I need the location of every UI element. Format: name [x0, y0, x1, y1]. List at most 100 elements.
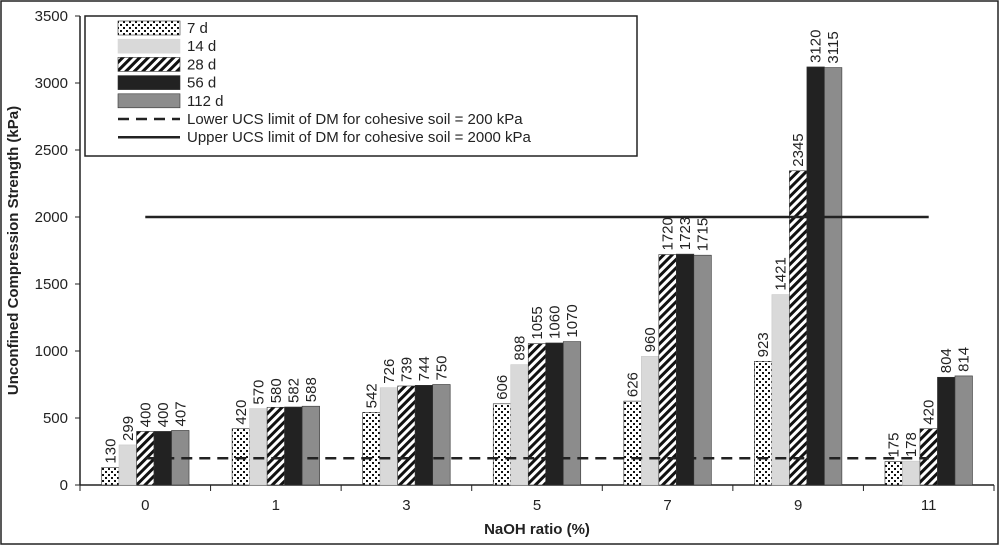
bar-7d-cat-9 — [754, 361, 773, 486]
y-tick-label: 3000 — [35, 75, 68, 92]
bar-28d-cat-1 — [266, 406, 285, 486]
data-label: 726 — [381, 359, 398, 384]
bar-14d-cat-9 — [771, 294, 790, 486]
bar-14d-cat-7 — [641, 356, 660, 486]
legend-label: 56 d — [187, 75, 216, 92]
legend-label: 112 d — [187, 93, 223, 110]
legend-swatch-7d — [117, 20, 181, 36]
reference-lines — [145, 215, 929, 460]
bar-14d-cat-11 — [902, 460, 921, 486]
data-label: 1723 — [677, 217, 694, 250]
x-axis-title: NaOH ratio (%) — [484, 521, 590, 538]
bar-group — [101, 66, 973, 486]
data-label: 750 — [433, 355, 450, 380]
legend-label: 14 d — [187, 38, 216, 55]
bar-7d-cat-7 — [623, 400, 642, 486]
y-tick-label: 2000 — [35, 209, 68, 226]
data-label: 804 — [938, 348, 955, 373]
data-label: 175 — [886, 433, 903, 458]
bar-56d-cat-3 — [414, 385, 433, 486]
data-label: 420 — [921, 400, 938, 425]
bar-56d-cat-5 — [545, 342, 564, 486]
bar-7d-cat-5 — [492, 403, 512, 486]
data-label: 299 — [120, 416, 137, 441]
y-tick-label: 0 — [60, 477, 68, 494]
x-tick-label: 11 — [921, 497, 937, 514]
data-label: 178 — [903, 432, 920, 457]
data-label: 130 — [102, 439, 119, 464]
data-label: 814 — [956, 347, 973, 372]
y-axis-title: Unconfined Compression Strength (kPa) — [5, 106, 22, 395]
bar-112d-cat-5 — [562, 341, 582, 486]
bar-14d-cat-3 — [379, 387, 398, 486]
x-tick-label: 5 — [533, 497, 541, 514]
data-label: 3120 — [808, 30, 825, 63]
bar-112d-cat-11 — [954, 375, 973, 486]
x-tick-label: 3 — [402, 497, 410, 514]
bar-56d-cat-9 — [806, 66, 825, 486]
legend-label: Upper UCS limit of DM for cohesive soil … — [187, 129, 532, 146]
bar-28d-cat-7 — [658, 254, 677, 486]
legend-swatch-112d — [117, 93, 181, 109]
bar-56d-cat-7 — [676, 253, 695, 486]
data-label: 582 — [285, 378, 302, 403]
x-tick-label: 0 — [141, 497, 149, 514]
bar-7d-cat-1 — [231, 428, 250, 486]
bar-28d-cat-5 — [527, 343, 547, 486]
data-label: 739 — [398, 357, 415, 382]
data-label: 1715 — [695, 218, 712, 251]
data-label: 626 — [625, 372, 642, 397]
bar-14d-cat-5 — [510, 364, 529, 486]
data-label: 960 — [642, 327, 659, 352]
legend-label: Lower UCS limit of DM for cohesive soil … — [187, 111, 523, 128]
y-tick-label: 2500 — [35, 142, 68, 159]
bar-112d-cat-3 — [432, 384, 451, 486]
data-label: 744 — [416, 356, 433, 381]
bar-28d-cat-3 — [397, 385, 416, 486]
data-label: 1720 — [660, 217, 677, 250]
legend-label: 7 d — [187, 20, 208, 37]
bar-14d-cat-1 — [249, 408, 268, 486]
bar-14d-cat-0 — [118, 444, 137, 486]
data-label: 606 — [494, 375, 511, 400]
x-tick-label: 1 — [272, 497, 280, 514]
data-label: 2345 — [790, 133, 807, 166]
legend-swatch-56d — [117, 75, 181, 90]
bar-7d-cat-3 — [362, 412, 381, 486]
bar-28d-cat-11 — [919, 428, 938, 486]
x-tick-label: 7 — [663, 497, 671, 514]
data-label: 400 — [137, 402, 154, 427]
data-label: 3115 — [825, 31, 842, 63]
y-tick-label: 1000 — [35, 343, 68, 360]
y-axis: 0 500 1000 1500 2000 2500 3000 3500 — [35, 8, 81, 494]
y-tick-label: 1500 — [35, 276, 68, 293]
bar-7d-cat-11 — [884, 461, 903, 486]
x-axis: 0 1 3 5 7 9 11 — [79, 484, 995, 514]
data-label: 1070 — [564, 304, 581, 337]
legend-swatch-28d — [117, 57, 181, 72]
data-label: 570 — [250, 380, 267, 405]
bar-112d-cat-1 — [301, 405, 320, 486]
data-label: 1060 — [547, 306, 564, 339]
y-tick-label: 500 — [43, 410, 68, 427]
data-label: 588 — [303, 377, 320, 402]
bar-56d-cat-11 — [937, 376, 956, 486]
bar-112d-cat-9 — [824, 67, 843, 486]
data-label: 1421 — [773, 257, 790, 290]
data-label: 923 — [755, 332, 772, 357]
data-label: 420 — [233, 400, 250, 425]
data-label: 400 — [155, 402, 172, 427]
x-tick-label: 9 — [794, 497, 802, 514]
legend-label: 28 d — [187, 56, 216, 73]
data-label: 898 — [512, 336, 529, 361]
bar-56d-cat-1 — [284, 406, 303, 486]
bar-112d-cat-7 — [693, 254, 712, 486]
data-label: 1055 — [529, 306, 546, 339]
legend-swatch-14d — [117, 38, 181, 54]
data-label: 407 — [172, 401, 189, 426]
bar-7d-cat-0 — [101, 467, 120, 486]
